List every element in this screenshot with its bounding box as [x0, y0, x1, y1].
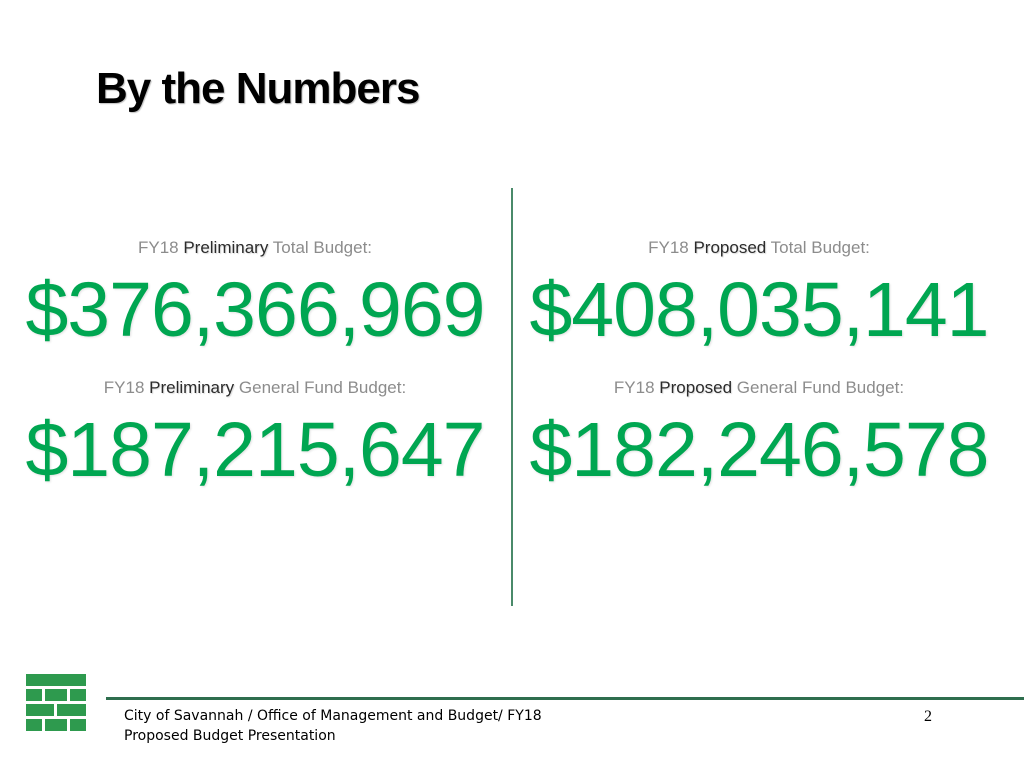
page-number: 2	[924, 708, 932, 725]
vertical-divider	[511, 188, 513, 606]
label-emphasis: Proposed	[693, 238, 767, 257]
preliminary-general-fund-label: FY18 Preliminary General Fund Budget:	[0, 378, 510, 398]
slide-title: By the Numbers	[96, 64, 420, 113]
preliminary-general-fund-amount: $187,215,647	[25, 407, 485, 493]
label-prefix: FY18	[103, 378, 150, 397]
label-prefix: FY18	[137, 238, 184, 257]
footer-text: City of Savannah / Office of Management …	[124, 706, 624, 746]
label-suffix: Total Budget:	[766, 238, 870, 257]
label-prefix: FY18	[648, 238, 694, 257]
label-suffix: General Fund Budget:	[732, 378, 905, 397]
preliminary-total-budget-amount: $376,366,969	[25, 267, 485, 353]
footer-line-1: City of Savannah / Office of Management …	[124, 708, 542, 724]
label-prefix: FY18	[613, 378, 660, 397]
proposed-total-budget-amount: $408,035,141	[529, 267, 989, 353]
label-suffix: Total Budget:	[268, 238, 373, 257]
label-emphasis: Proposed	[659, 378, 733, 397]
footer-rule	[106, 697, 1024, 700]
proposed-general-fund-amount: $182,246,578	[529, 407, 989, 493]
footer-line-2: Proposed Budget Presentation	[124, 728, 336, 744]
proposed-general-fund-label: FY18 Proposed General Fund Budget:	[514, 378, 1004, 398]
preliminary-total-budget-label: FY18 Preliminary Total Budget:	[0, 238, 510, 258]
city-of-savannah-brick-logo-icon	[26, 674, 86, 731]
label-emphasis: Preliminary	[149, 378, 235, 397]
label-emphasis: Preliminary	[183, 238, 269, 257]
label-suffix: General Fund Budget:	[234, 378, 407, 397]
proposed-total-budget-label: FY18 Proposed Total Budget:	[514, 238, 1004, 258]
